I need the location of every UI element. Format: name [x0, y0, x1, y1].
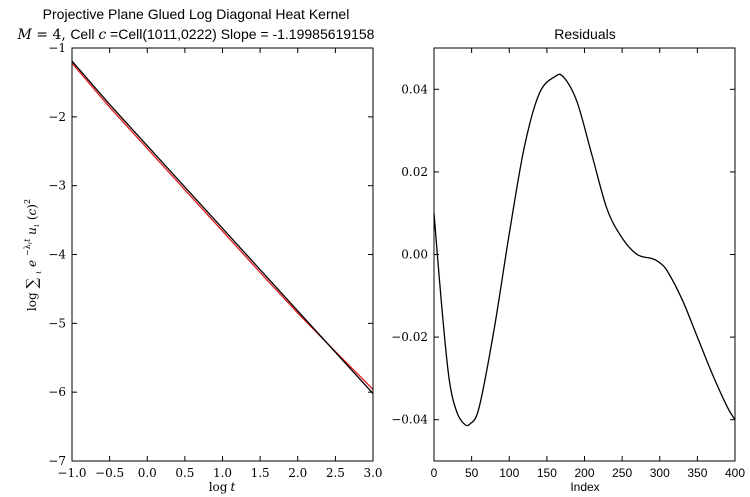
x-tick-label: 1.5 — [251, 466, 270, 480]
x-tick-label: 3.0 — [363, 466, 382, 480]
left-tick-marks — [71, 47, 374, 462]
x-tick-label: 300 — [650, 466, 670, 480]
x-tick-label: 100 — [499, 466, 519, 480]
subtitle-c-var: c — [98, 27, 106, 43]
subtitle-cell-prefix: Cell — [70, 26, 98, 42]
right-x-axis-label: Index — [570, 480, 599, 494]
left-chart-subtitle: M = 4, Cell c =Cell(1011,0222) Slope = -… — [17, 26, 375, 43]
right-x-tick-labels: 0 50 100 150 200 250 300 350 400 — [431, 466, 746, 480]
ylabel-u: u — [25, 227, 39, 235]
svg-text:log ∑ ι: log ∑ ι e −λιt uι (c)2 — [19, 199, 44, 311]
x-tick-label: 200 — [574, 466, 594, 480]
x-tick-label: 2.0 — [288, 466, 307, 480]
ylabel-e: e — [25, 260, 39, 267]
ylabel-u-index: ι — [32, 224, 41, 227]
subtitle-cell-suffix: =Cell(1011,0222) Slope = -1.19985619158 — [106, 26, 374, 42]
ylabel-log: log — [25, 292, 39, 311]
x-tick-label: 400 — [725, 466, 745, 480]
x-tick-label: 0 — [431, 466, 438, 480]
ylabel-exponent-t: t — [23, 238, 32, 242]
left-y-tick-labels: −7 −6 −5 −4 −3 −2 −1 — [48, 41, 66, 468]
left-series-line-1 — [71, 60, 374, 394]
ylabel-sum: ∑ — [23, 277, 41, 288]
ylabel-square: 2 — [23, 199, 32, 204]
ylabel-exponent: −λ — [23, 244, 32, 256]
left-chart-title: Projective Plane Glued Log Diagonal Heat… — [43, 6, 350, 22]
x-tick-label: 350 — [687, 466, 707, 480]
right-series-group — [433, 73, 736, 427]
ylabel-arg-close: ) — [25, 204, 39, 209]
subtitle-m-var: M — [17, 27, 33, 43]
y-tick-label: 0.04 — [401, 82, 428, 96]
left-x-axis-label: log t — [209, 480, 236, 494]
right-chart-title: Residuals — [554, 26, 615, 42]
left-plot-frame — [71, 47, 374, 462]
right-plot-frame — [433, 47, 736, 462]
y-tick-label: −5 — [48, 316, 66, 330]
x-tick-label: 50 — [465, 466, 479, 480]
x-tick-label: 150 — [537, 466, 557, 480]
x-tick-label: 0.0 — [138, 466, 157, 480]
xlabel-t: t — [230, 480, 235, 494]
y-tick-label: −6 — [48, 385, 66, 399]
ylabel-exponent-index: ι — [27, 242, 34, 244]
y-tick-label: 0.00 — [401, 248, 428, 262]
x-tick-label: 1.0 — [213, 466, 232, 480]
x-tick-label: 2.5 — [326, 466, 345, 480]
y-tick-label: −0.04 — [391, 413, 428, 427]
left-y-axis-label: log ∑ ι e −λιt uι (c)2 — [19, 199, 44, 311]
ylabel-sum-index: ι — [34, 271, 43, 274]
y-tick-label: −0.02 — [391, 330, 428, 344]
ylabel-arg-open: ( — [25, 215, 39, 220]
left-chart: Projective Plane Glued Log Diagonal Heat… — [17, 6, 383, 494]
x-tick-label: −1.0 — [57, 466, 86, 480]
right-series-line-0 — [433, 73, 736, 427]
x-tick-label: −0.5 — [95, 466, 124, 480]
y-tick-label: −7 — [48, 454, 66, 468]
y-tick-label: −1 — [48, 41, 66, 55]
y-tick-label: −3 — [48, 179, 66, 193]
left-x-tick-labels: −1.0 −0.5 0.0 0.5 1.0 1.5 2.0 2.5 3.0 — [57, 466, 382, 480]
ylabel-arg-c: c — [25, 208, 39, 215]
y-tick-label: −4 — [48, 248, 66, 262]
subtitle-m-eq: = 4, — [32, 27, 70, 43]
right-tick-marks — [433, 48, 736, 461]
x-tick-label: 250 — [612, 466, 632, 480]
y-tick-label: −2 — [48, 110, 66, 124]
x-tick-label: 0.5 — [175, 466, 194, 480]
left-series-group — [71, 60, 374, 394]
y-tick-label: 0.02 — [401, 165, 428, 179]
right-y-tick-labels: −0.04 −0.02 0.00 0.02 0.04 — [391, 82, 428, 426]
right-chart: Residuals 0 50 100 150 200 250 300 350 400 −0.04… — [391, 26, 745, 494]
xlabel-log: log — [209, 480, 228, 494]
